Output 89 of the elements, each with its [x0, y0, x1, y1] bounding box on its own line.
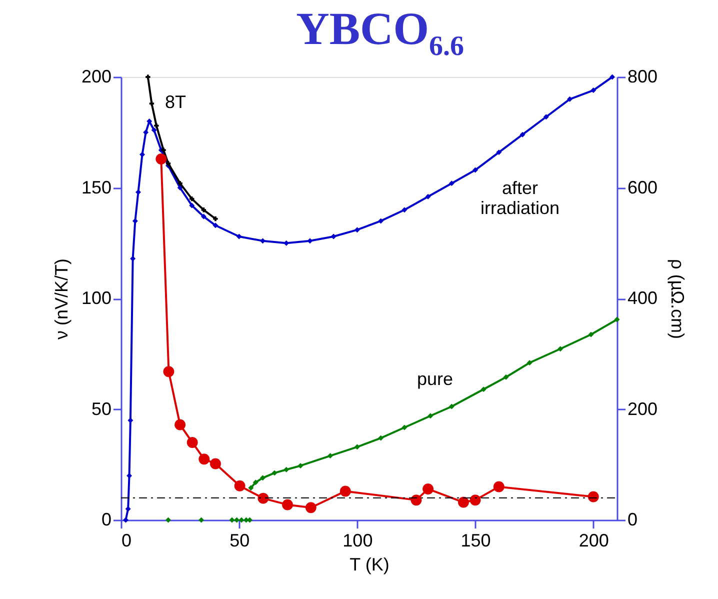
- point: [198, 454, 210, 465]
- annotation: after irradiation: [480, 178, 560, 218]
- point: [186, 437, 198, 448]
- point: [496, 150, 502, 156]
- point: [234, 480, 246, 492]
- point: [178, 180, 182, 186]
- point: [402, 207, 408, 213]
- y-tick-label: 200: [81, 66, 112, 86]
- point: [146, 74, 150, 80]
- point: [154, 123, 159, 128]
- y-axis-title: ν (nV/K/T): [51, 258, 72, 340]
- point: [260, 475, 266, 481]
- point: [567, 96, 572, 102]
- y2-tick-label: 200: [628, 398, 658, 419]
- point: [422, 484, 434, 494]
- point: [258, 492, 269, 504]
- point: [212, 222, 218, 228]
- point: [458, 496, 469, 508]
- x-axis-title: T (K): [350, 554, 390, 574]
- y-tick-label: 150: [81, 177, 112, 198]
- point: [588, 491, 599, 502]
- point: [166, 161, 171, 166]
- y-tick-label: 100: [81, 288, 112, 308]
- point: [543, 114, 549, 120]
- point: [177, 185, 183, 190]
- point: [201, 208, 206, 212]
- y2-axis-title: ρ (µΩ.cm): [668, 258, 688, 340]
- x-tick-label: 150: [460, 530, 491, 550]
- point: [272, 470, 278, 476]
- point: [282, 499, 293, 510]
- point: [298, 462, 304, 468]
- point: [610, 74, 616, 80]
- point: [328, 453, 334, 459]
- point: [520, 132, 526, 138]
- y2-tick-label: 400: [628, 288, 658, 308]
- x-tick-label: 0: [122, 530, 132, 550]
- y2-tick-label: 0: [628, 510, 638, 530]
- point: [163, 366, 174, 378]
- point: [558, 346, 564, 352]
- point: [614, 316, 620, 322]
- point: [305, 502, 316, 514]
- point: [248, 485, 254, 491]
- y-tick-label: 0: [101, 510, 112, 530]
- point: [174, 419, 186, 430]
- point: [236, 234, 242, 240]
- point: [122, 517, 128, 523]
- point: [156, 153, 167, 164]
- point: [189, 202, 195, 208]
- point: [470, 494, 481, 506]
- x-tick-label: 50: [230, 530, 250, 550]
- point: [143, 130, 149, 136]
- point: [448, 404, 454, 410]
- point: [472, 167, 478, 173]
- point: [210, 458, 221, 470]
- y2-tick-label: 800: [628, 66, 658, 86]
- point: [190, 196, 194, 202]
- point: [410, 494, 422, 506]
- annotation: pure: [416, 369, 454, 389]
- point: [448, 180, 454, 186]
- point: [493, 481, 504, 492]
- point: [425, 194, 431, 200]
- point: [161, 148, 166, 152]
- point: [526, 360, 532, 366]
- point: [125, 506, 131, 512]
- point: [284, 466, 290, 472]
- x-tick-label: 100: [342, 530, 373, 550]
- point: [402, 424, 408, 430]
- point: [354, 444, 360, 450]
- point: [340, 486, 351, 497]
- point: [307, 238, 313, 244]
- annotation: 8T: [165, 92, 186, 112]
- y-tick-label: 50: [91, 398, 112, 419]
- point: [252, 480, 258, 486]
- x-tick-label: 200: [578, 530, 609, 550]
- point: [260, 238, 266, 244]
- point: [151, 127, 157, 133]
- y2-tick-label: 600: [628, 177, 658, 198]
- point: [588, 332, 594, 338]
- point: [330, 234, 336, 240]
- point: [378, 435, 384, 441]
- point: [213, 216, 218, 222]
- point: [149, 101, 154, 106]
- point: [590, 88, 596, 94]
- point: [428, 413, 434, 419]
- point: [354, 227, 360, 233]
- point: [378, 218, 384, 224]
- point: [480, 386, 486, 392]
- point: [503, 374, 509, 380]
- point: [200, 214, 206, 220]
